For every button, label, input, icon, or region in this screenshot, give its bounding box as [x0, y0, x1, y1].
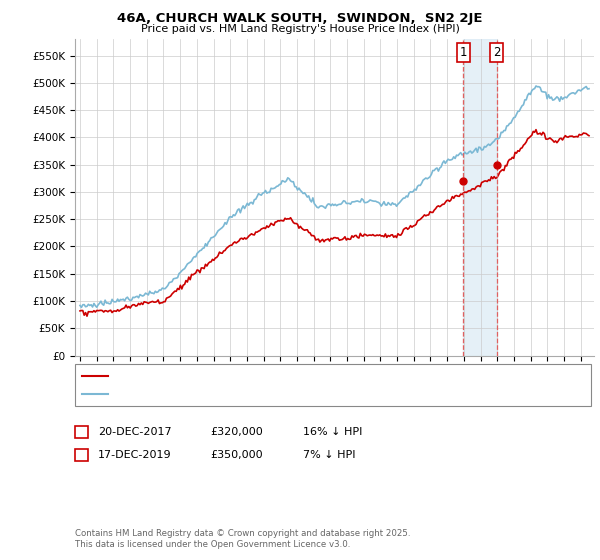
Text: 46A, CHURCH WALK SOUTH,  SWINDON,  SN2 2JE: 46A, CHURCH WALK SOUTH, SWINDON, SN2 2JE: [117, 12, 483, 25]
Text: 1: 1: [460, 46, 467, 59]
Text: £350,000: £350,000: [210, 450, 263, 460]
Text: HPI: Average price, detached house, Swindon: HPI: Average price, detached house, Swin…: [113, 389, 350, 399]
Bar: [463, 39, 497, 356]
Text: 20-DEC-2017: 20-DEC-2017: [98, 427, 172, 437]
Text: 2: 2: [493, 46, 500, 59]
Text: 2: 2: [78, 450, 85, 460]
Text: 17-DEC-2019: 17-DEC-2019: [98, 450, 172, 460]
Text: Contains HM Land Registry data © Crown copyright and database right 2025.
This d: Contains HM Land Registry data © Crown c…: [75, 529, 410, 549]
Text: 1: 1: [78, 427, 85, 437]
Text: 46A, CHURCH WALK SOUTH, SWINDON, SN2 2JE (detached house): 46A, CHURCH WALK SOUTH, SWINDON, SN2 2JE…: [113, 371, 457, 381]
Text: £320,000: £320,000: [210, 427, 263, 437]
Text: 7% ↓ HPI: 7% ↓ HPI: [303, 450, 355, 460]
Text: Price paid vs. HM Land Registry's House Price Index (HPI): Price paid vs. HM Land Registry's House …: [140, 24, 460, 34]
Text: 16% ↓ HPI: 16% ↓ HPI: [303, 427, 362, 437]
